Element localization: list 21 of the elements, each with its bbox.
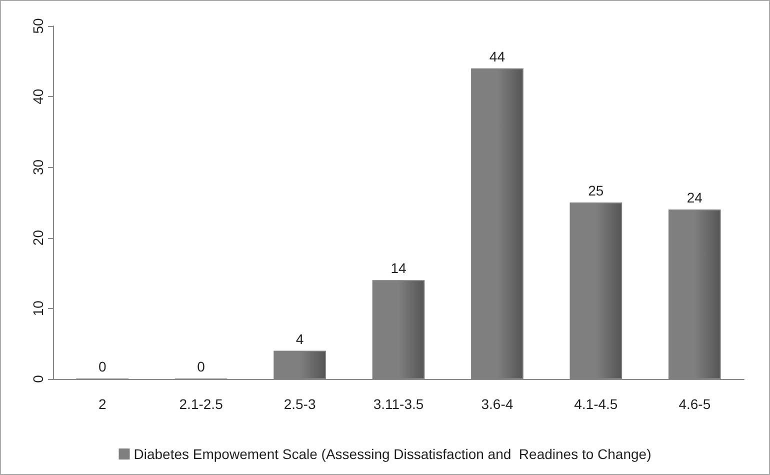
- y-tick-label: 50: [30, 18, 46, 34]
- y-tick-label: 0: [30, 374, 46, 383]
- data-label: 0: [98, 358, 106, 374]
- x-tick-label: 2.5-3: [284, 396, 316, 412]
- x-tick-label: 3.11-3.5: [373, 396, 424, 412]
- y-tick-label: 20: [30, 230, 46, 246]
- x-tick-label: 4.1-4.5: [574, 396, 618, 412]
- y-tick-label: 40: [30, 88, 46, 104]
- data-label: 25: [588, 182, 604, 198]
- y-tick-label: 30: [30, 159, 46, 175]
- data-label: 4: [296, 330, 304, 347]
- data-label: 0: [197, 358, 206, 374]
- legend-label: Diabetes Empowement Scale (Assessing Dissatisfaction and Readines to Change): [134, 446, 652, 462]
- x-tick-label: 3.6-4: [481, 396, 514, 412]
- x-tick-label: 4.6-5: [678, 396, 711, 412]
- y-tick-label: 10: [30, 300, 46, 316]
- data-label: 14: [390, 260, 406, 276]
- x-tick-label: 2: [98, 396, 106, 412]
- data-label: 44: [489, 48, 506, 64]
- data-label: 24: [686, 190, 703, 206]
- x-tick-label: 2.1-2.5: [179, 396, 224, 412]
